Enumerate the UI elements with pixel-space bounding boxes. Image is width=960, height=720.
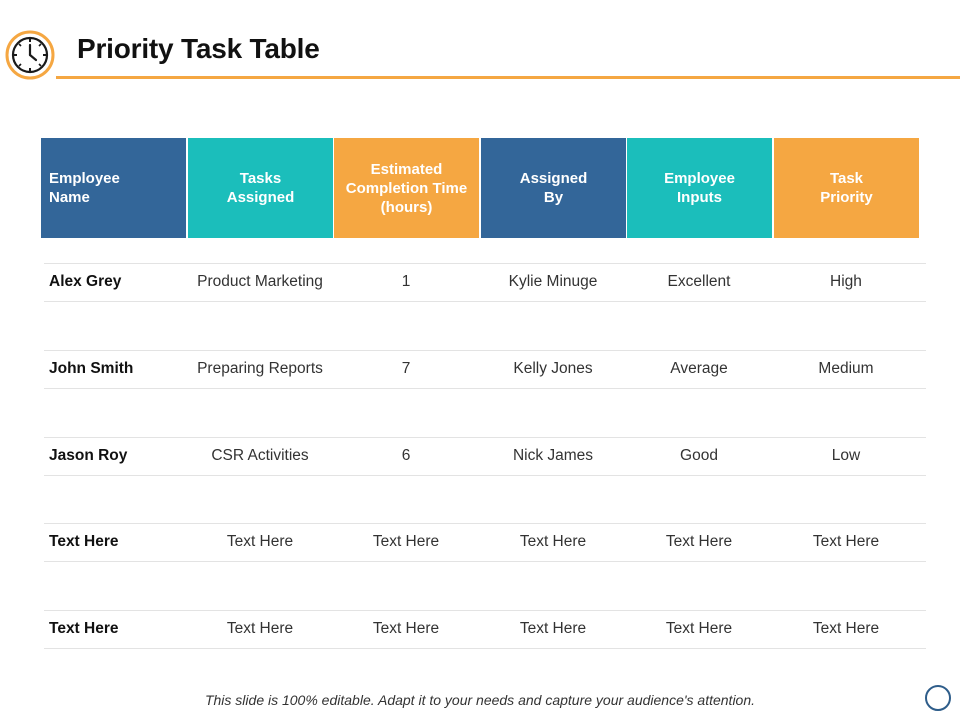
table-row: John Smith Preparing Reports 7 Kelly Jones A… (44, 350, 926, 388)
employee-inputs-cell: Average (670, 360, 728, 377)
header-assigned-by: Assigned By (481, 138, 626, 238)
tasks-assigned-cell: Text Here (226, 620, 294, 637)
row-divider (44, 648, 926, 649)
header-label: Employee Inputs (664, 170, 735, 206)
row-divider (44, 523, 926, 524)
header-label: Estimated Completion Time (hours) (345, 160, 468, 216)
assigned-by-cell: Text Here (519, 533, 587, 550)
tasks-assigned-cell: Text Here (226, 533, 294, 550)
row-divider (44, 263, 926, 264)
row-divider (44, 475, 926, 476)
task-priority-cell: Medium (818, 360, 874, 377)
tasks-assigned-cell: Preparing Reports (197, 360, 323, 377)
header-employee-inputs: Employee Inputs (627, 138, 772, 238)
row-divider (44, 388, 926, 389)
title-divider (56, 76, 960, 79)
header-label: Tasks Assigned (226, 170, 295, 206)
task-priority-cell: Text Here (812, 533, 880, 550)
estimated-time-cell: Text Here (372, 533, 440, 550)
clock-icon (5, 30, 55, 80)
table-row: Alex Grey Product Marketing 1 Kylie Minuge E… (44, 263, 926, 301)
employee-name-cell: Alex Grey (49, 273, 122, 290)
assigned-by-cell: Kelly Jones (513, 360, 593, 377)
task-priority-cell: Text Here (812, 620, 880, 637)
circle-icon (925, 685, 951, 711)
employee-inputs-cell: Text Here (665, 533, 733, 550)
header-task-priority: Task Priority (774, 138, 919, 238)
header-estimated-time: Estimated Completion Time (hours) (334, 138, 479, 238)
header-label: Assigned By (519, 170, 588, 206)
employee-inputs-cell: Text Here (665, 620, 733, 637)
page-title: Priority Task Table (77, 33, 320, 64)
footer-note: This slide is 100% editable. Adapt it to… (204, 692, 756, 708)
employee-name-cell: Jason Roy (49, 447, 128, 464)
row-divider (44, 561, 926, 562)
employee-inputs-cell: Good (680, 447, 718, 464)
employee-name-cell: John Smith (49, 360, 134, 377)
header-label: Employee Name (49, 170, 120, 206)
task-priority-cell: Low (831, 447, 861, 464)
row-divider (44, 437, 926, 438)
header-employee-name: Employee Name (41, 138, 186, 238)
assigned-by-cell: Kylie Minuge (508, 273, 598, 290)
row-divider (44, 350, 926, 351)
header-tasks-assigned: Tasks Assigned (188, 138, 333, 238)
estimated-time-cell: 1 (401, 273, 411, 290)
employee-name-cell: Text Here (49, 533, 119, 550)
estimated-time-cell: 7 (401, 360, 411, 377)
tasks-assigned-cell: CSR Activities (211, 447, 309, 464)
table-row: Text Here Text Here Text Here Text Here Text… (44, 523, 926, 561)
header-label: Task Priority (820, 170, 873, 206)
tasks-assigned-cell: Product Marketing (197, 273, 323, 290)
estimated-time-cell: Text Here (372, 620, 440, 637)
table-row: Text Here Text Here Text Here Text Here Text… (44, 610, 926, 648)
employee-name-cell: Text Here (49, 620, 119, 637)
assigned-by-cell: Nick James (512, 447, 594, 464)
table-header-row: Employee Name Tasks Assigned Estimated Com… (41, 138, 921, 238)
row-divider (44, 610, 926, 611)
assigned-by-cell: Text Here (519, 620, 587, 637)
row-divider (44, 301, 926, 302)
employee-inputs-cell: Excellent (667, 273, 731, 290)
estimated-time-cell: 6 (401, 447, 411, 464)
task-priority-cell: High (830, 273, 862, 290)
table-row: Jason Roy CSR Activities 6 Nick James Good Lo… (44, 437, 926, 475)
